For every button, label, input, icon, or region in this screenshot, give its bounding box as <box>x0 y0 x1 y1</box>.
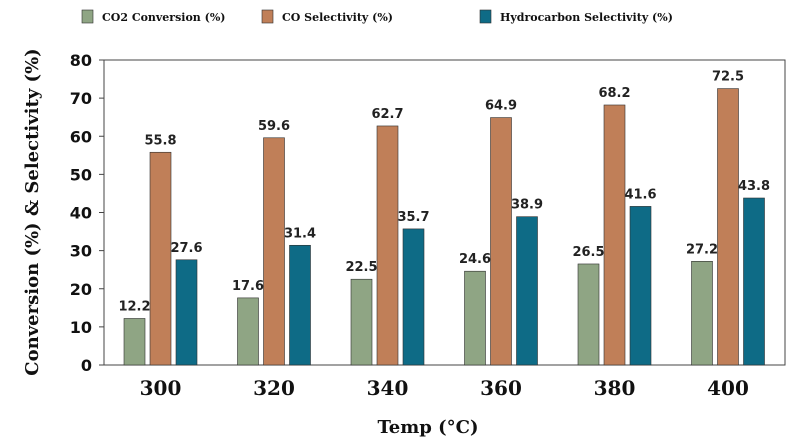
legend: CO2 Conversion (%) CO Selectivity (%) Hydr… <box>81 9 673 24</box>
bar <box>289 244 311 366</box>
data-label: 17.6 <box>232 279 264 294</box>
data-label: 64.9 <box>485 99 517 114</box>
data-label: 41.6 <box>624 187 656 202</box>
bar <box>149 151 172 366</box>
legend-swatch <box>261 9 274 24</box>
bar <box>691 260 713 366</box>
x-tick-label: 300 <box>140 376 182 400</box>
data-label: 31.4 <box>284 226 316 241</box>
legend-label: CO Selectivity (%) <box>282 11 393 24</box>
x-tick-label: 380 <box>594 376 636 400</box>
bar <box>402 228 425 366</box>
legend-label: Hydrocarbon Selectivity (%) <box>500 11 673 24</box>
y-tick-label: 70 <box>70 89 92 108</box>
x-tick-label: 320 <box>253 376 295 400</box>
y-tick-label: 30 <box>70 242 92 261</box>
data-label: 43.8 <box>738 179 770 194</box>
bar <box>743 197 765 366</box>
bar <box>629 206 652 366</box>
x-tick-label: 400 <box>707 376 749 400</box>
data-label: 55.8 <box>144 133 176 148</box>
data-label: 22.5 <box>345 260 377 275</box>
bar <box>516 216 538 366</box>
data-label: 27.6 <box>170 241 202 256</box>
bar <box>464 270 486 366</box>
x-tick-label: 340 <box>367 376 409 400</box>
y-axis-title: Conversion (%) & Selectivity (%) <box>22 48 43 375</box>
plot-frame <box>103 59 786 366</box>
bar <box>577 263 600 366</box>
bar <box>490 117 512 366</box>
legend-swatch <box>479 9 492 24</box>
data-labels: 12.2 55.8 27.6 17.6 59.6 31.4 22.5 62.7 35.7 24.6… <box>118 70 770 315</box>
data-label: 26.5 <box>572 245 604 260</box>
bar <box>350 278 373 366</box>
x-tick-label: 360 <box>480 376 522 400</box>
y-tick-label: 0 <box>81 356 92 375</box>
y-tick-label: 60 <box>70 127 92 146</box>
bar <box>237 297 259 366</box>
bars <box>123 88 765 366</box>
y-tick-label: 40 <box>70 204 92 223</box>
data-label: 59.6 <box>258 119 290 134</box>
legend-label: CO2 Conversion (%) <box>102 11 226 24</box>
bar <box>263 137 285 366</box>
bar <box>123 318 146 366</box>
legend-swatch <box>81 9 94 24</box>
y-tick-label: 80 <box>70 51 92 70</box>
y-axis-ticks: 0 10 20 30 40 50 60 70 80 <box>70 51 104 375</box>
y-tick-label: 20 <box>70 280 92 299</box>
bar <box>175 259 198 366</box>
data-label: 12.2 <box>118 299 150 314</box>
data-label: 35.7 <box>397 210 429 225</box>
data-label: 72.5 <box>712 70 744 85</box>
data-label: 27.2 <box>686 242 718 257</box>
x-axis-ticks: 300 320 340 360 380 400 <box>140 376 749 400</box>
data-label: 68.2 <box>598 86 630 101</box>
y-tick-label: 50 <box>70 165 92 184</box>
bar <box>376 125 399 366</box>
data-label: 62.7 <box>371 107 403 122</box>
bar <box>717 88 739 366</box>
x-axis-title: Temp (°C) <box>377 417 478 438</box>
bar <box>603 104 626 366</box>
y-tick-label: 10 <box>70 318 92 337</box>
data-label: 38.9 <box>511 198 543 213</box>
data-label: 24.6 <box>459 252 491 267</box>
